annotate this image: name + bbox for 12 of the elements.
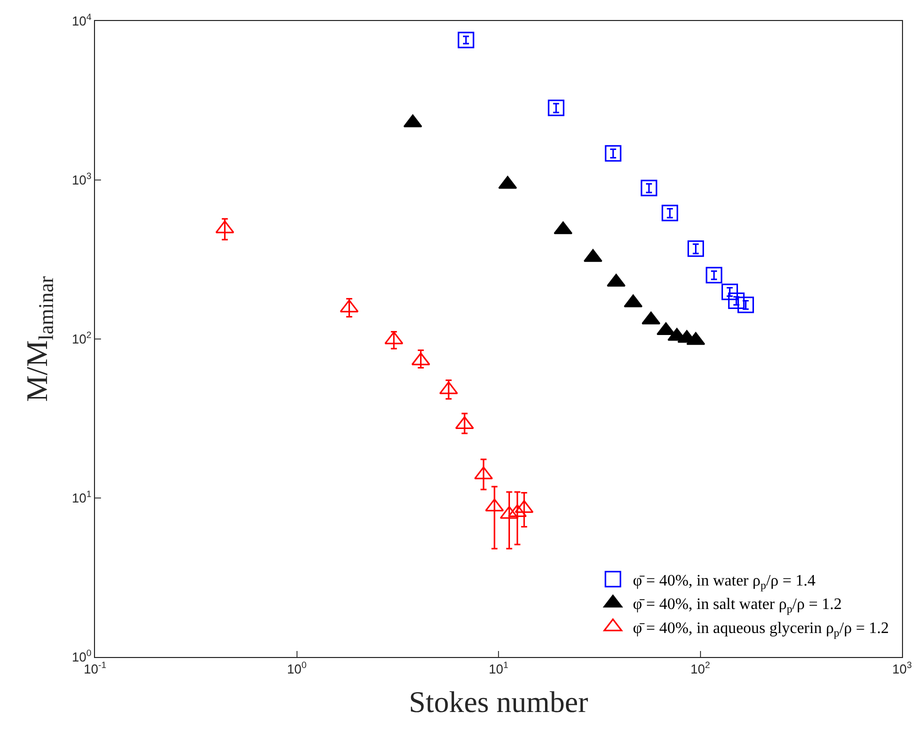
x-tick-label: 10$^{1}$ (488, 660, 508, 677)
y-tick-label: 10$^{1}$ (72, 489, 92, 506)
x-axis-title: Stokes number (408, 686, 588, 720)
x-tick-label: 10$^{0}$ (286, 660, 307, 677)
y-tick-label: 10$^{3}$ (72, 171, 92, 188)
legend-label: φ̄ = 40%, in aqueous glycerin ρ$_{p}$/ρ = 1.2 (632, 620, 889, 640)
y-tick-label: 10$^{4}$ (72, 12, 92, 29)
y-tick-label: 10$^{2}$ (72, 330, 92, 347)
legend-label: φ̄ = 40%, in salt water ρ$_{p}$/ρ = 1.2 (632, 596, 842, 616)
x-tick-label: 10$^{2}$ (690, 660, 710, 677)
x-tick-label: 10$^{3}$ (892, 660, 912, 677)
legend-label: φ̄ = 40%, in water ρ$_{p}$/ρ = 1.4 (632, 572, 816, 592)
